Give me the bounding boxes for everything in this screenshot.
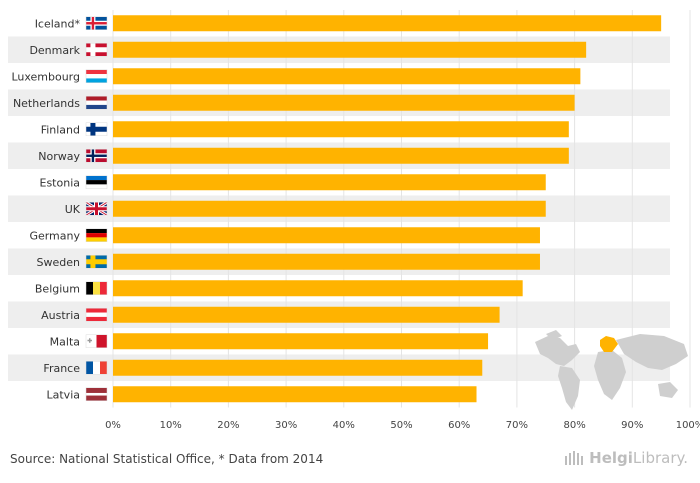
flag-austria-icon [85, 308, 108, 322]
flag-malta-icon [85, 334, 108, 348]
label-belgium: Belgium [35, 282, 80, 295]
bar-germany [113, 227, 540, 244]
label-sweden: Sweden [37, 256, 80, 269]
bar-luxembourg [113, 68, 581, 85]
bar-estonia [113, 174, 546, 191]
bar-netherlands [113, 94, 575, 111]
source-note: Source: National Statistical Office, * D… [10, 452, 324, 466]
x-tick-label: 0% [105, 420, 121, 431]
label-uk: UK [65, 203, 81, 216]
x-tick-label: 60% [448, 420, 470, 431]
x-tick-label: 100% [676, 420, 700, 431]
bar-chart: Iceland* Denmark Luxembourg Netherlands Finl… [8, 10, 700, 431]
bar-norway [113, 147, 569, 164]
flag-sweden-icon [85, 255, 108, 269]
bar-austria [113, 306, 500, 323]
flag-luxembourg-icon [85, 69, 108, 83]
x-tick-label: 80% [563, 420, 585, 431]
x-tick-label: 10% [160, 420, 182, 431]
flag-germany-icon [85, 228, 108, 242]
flag-belgium-icon [85, 281, 108, 295]
label-france: France [43, 362, 80, 375]
label-finland: Finland [41, 123, 80, 136]
bar-malta [113, 333, 489, 350]
flag-estonia-icon [85, 175, 108, 189]
label-malta: Malta [50, 335, 80, 348]
x-tick-label: 30% [275, 420, 297, 431]
bar-finland [113, 121, 569, 138]
brand-name-a: Helgi [589, 449, 633, 467]
bar-latvia [113, 386, 477, 403]
flag-denmark-icon [85, 43, 108, 57]
x-tick-label: 50% [390, 420, 412, 431]
label-netherlands: Netherlands [13, 97, 80, 110]
x-tick-label: 70% [506, 420, 528, 431]
flag-latvia-icon [85, 387, 108, 401]
flag-uk-icon [85, 200, 108, 217]
bar-belgium [113, 280, 523, 297]
library-icon [565, 451, 584, 465]
bars [113, 15, 662, 403]
x-tick-label: 90% [621, 420, 643, 431]
flag-netherlands-icon [85, 96, 108, 110]
label-denmark: Denmark [29, 44, 80, 57]
bar-uk [113, 200, 546, 217]
brand-logo: HelgiLibrary. [564, 449, 688, 467]
x-tick-label: 40% [333, 420, 355, 431]
x-axis-ticks: 0% 10% 20% 30% 40% 50% 60% 70% 80% 90% 100% [105, 420, 700, 431]
label-luxembourg: Luxembourg [11, 70, 80, 83]
bar-denmark [113, 41, 587, 58]
label-germany: Germany [29, 229, 80, 242]
country-labels: Iceland* Denmark Luxembourg Netherlands Finl… [11, 17, 80, 401]
label-iceland: Iceland* [35, 17, 81, 30]
x-tick-label: 20% [217, 420, 239, 431]
label-norway: Norway [38, 150, 80, 163]
bar-france [113, 359, 483, 376]
label-estonia: Estonia [40, 176, 81, 189]
bar-iceland [113, 15, 662, 32]
label-latvia: Latvia [47, 388, 81, 401]
flag-iceland-icon [85, 16, 108, 30]
flag-finland-icon [85, 122, 108, 136]
world-map-icon [535, 330, 688, 410]
bar-sweden [113, 253, 540, 270]
brand-name-b: Library. [632, 449, 688, 467]
flag-france-icon [85, 361, 108, 375]
label-austria: Austria [41, 309, 80, 322]
flag-norway-icon [85, 149, 108, 163]
flags [85, 16, 108, 401]
